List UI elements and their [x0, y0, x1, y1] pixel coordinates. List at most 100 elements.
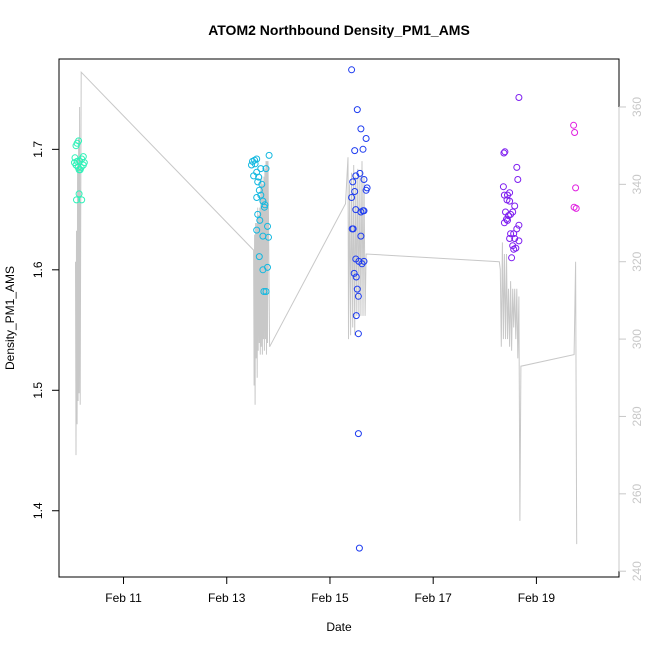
x-tick-label: Feb 13: [208, 591, 246, 605]
data-point: [265, 151, 273, 159]
data-point: [265, 233, 272, 241]
data-point: [571, 129, 579, 136]
data-point: [258, 180, 266, 188]
data-point: [350, 269, 358, 277]
data-point: [501, 148, 509, 156]
series-group-2: [348, 66, 371, 552]
data-point: [349, 178, 357, 186]
data-point: [360, 207, 368, 215]
data-point: [513, 163, 521, 171]
data-point: [506, 197, 514, 205]
data-point: [513, 225, 521, 233]
data-point: [255, 186, 263, 194]
data-point: [75, 190, 83, 198]
data-point: [73, 196, 80, 204]
data-point: [357, 208, 365, 216]
x-tick-label: Feb 11: [105, 591, 142, 605]
data-point: [264, 263, 271, 271]
data-point: [500, 149, 508, 157]
data-point: [499, 183, 507, 191]
data-point: [353, 285, 361, 293]
points-layer: [71, 66, 580, 552]
y2-tick-label: 320: [630, 251, 644, 271]
data-point: [515, 237, 523, 245]
data-point: [248, 161, 255, 169]
secondary-trace-line: [75, 70, 578, 545]
series-group-3: [499, 94, 523, 262]
data-point: [572, 184, 580, 192]
data-point: [264, 222, 271, 230]
y2-tick-label: 280: [630, 406, 644, 426]
data-point: [255, 253, 263, 261]
data-point: [257, 191, 265, 199]
data-point: [255, 173, 263, 181]
data-point: [355, 544, 363, 552]
data-point: [514, 176, 522, 183]
data-point: [354, 292, 362, 300]
data-point: [260, 288, 268, 295]
data-point: [256, 216, 264, 224]
data-point: [71, 154, 79, 162]
data-point: [362, 135, 370, 142]
data-point: [351, 188, 359, 195]
data-point: [254, 210, 262, 218]
plot-frame: [58, 58, 620, 578]
data-point: [572, 204, 580, 212]
data-point: [503, 215, 510, 223]
series-group-1: [248, 151, 273, 295]
data-point: [570, 121, 578, 129]
data-point: [352, 273, 360, 281]
y2-tick-label: 340: [630, 174, 644, 194]
x-tick-label: Feb 19: [518, 591, 556, 605]
data-point: [348, 66, 356, 74]
data-point: [353, 106, 361, 114]
data-point: [511, 202, 519, 210]
data-point: [257, 165, 265, 173]
data-point: [78, 196, 86, 204]
data-point: [359, 145, 367, 153]
data-point: [356, 169, 364, 177]
series-group-4: [570, 121, 580, 212]
y2-tick-label: 260: [630, 483, 644, 503]
data-point: [260, 203, 268, 211]
data-point: [251, 160, 259, 168]
y2-tick-label: 300: [630, 329, 644, 349]
data-point: [80, 159, 88, 167]
y-axis: 1.4 1.5 1.6 1.7: [31, 141, 60, 519]
data-point: [360, 176, 368, 183]
y-axis-label: Density_PM1_AMS: [3, 266, 17, 370]
data-point: [515, 94, 523, 101]
data-point: [72, 161, 80, 169]
secondary-line-layer: [75, 70, 578, 545]
series-group-0: [71, 137, 88, 204]
data-point: [354, 330, 362, 338]
y2-tick-label: 240: [630, 561, 644, 581]
chart-title: ATOM2 Northbound Density_PM1_AMS: [208, 22, 470, 38]
data-point: [357, 232, 365, 240]
data-point: [510, 230, 518, 238]
data-point: [354, 430, 362, 438]
data-point: [352, 312, 360, 320]
data-point: [507, 230, 515, 238]
data-point: [72, 142, 80, 150]
data-point: [508, 254, 516, 262]
data-point: [76, 166, 84, 174]
data-point: [510, 245, 518, 253]
data-point: [509, 208, 517, 216]
y2-axis: 240 260 280 300 320 340 360: [618, 97, 644, 581]
data-point: [362, 186, 370, 194]
data-point: [506, 189, 514, 197]
x-axis: Feb 11 Feb 13 Feb 15 Feb 17 Feb 19: [105, 576, 556, 605]
data-point: [348, 194, 356, 201]
data-point: [253, 155, 261, 163]
y-tick-label: 1.6: [31, 261, 45, 278]
data-point: [262, 288, 270, 295]
data-point: [348, 225, 356, 233]
data-point: [262, 165, 270, 173]
x-axis-label: Date: [326, 620, 352, 634]
data-point: [500, 219, 508, 227]
data-point: [253, 226, 261, 234]
data-point: [515, 221, 523, 229]
